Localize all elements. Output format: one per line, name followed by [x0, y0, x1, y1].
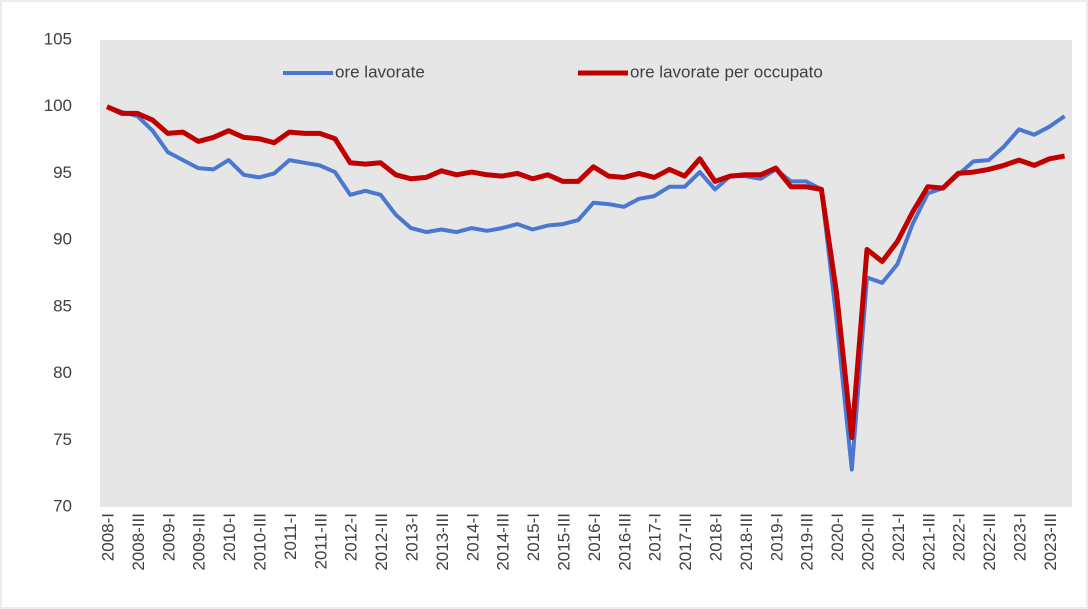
- x-tick-label: 2011-III: [311, 513, 330, 569]
- y-tick-label: 90: [53, 230, 72, 249]
- x-tick-label: 2015-I: [524, 513, 543, 561]
- x-tick-label: 2012-III: [372, 513, 391, 571]
- plot-area: [100, 40, 1072, 507]
- x-tick-label: 2022-III: [980, 513, 999, 571]
- x-tick-label: 2008-I: [98, 513, 117, 561]
- x-tick-label: 2016-I: [585, 513, 604, 561]
- y-tick-label: 95: [53, 163, 72, 182]
- legend-label: ore lavorate per occupato: [630, 62, 823, 81]
- x-tick-label: 2012-I: [342, 513, 361, 561]
- x-tick-label: 2020-I: [828, 513, 847, 561]
- x-tick-label: 2009-III: [190, 513, 209, 571]
- series-line: [105, 104, 1066, 441]
- x-tick-label: 2023-I: [1010, 513, 1029, 561]
- x-tick-label: 2013-I: [402, 513, 421, 561]
- x-tick-label: 2010-I: [220, 513, 239, 561]
- x-tick-label: 2023-III: [1041, 513, 1060, 571]
- y-tick-label: 85: [53, 296, 72, 315]
- x-tick-label: 2014-I: [463, 513, 482, 561]
- y-tick-label: 75: [53, 430, 72, 449]
- x-tick-label: 2022-I: [950, 513, 969, 561]
- x-tick-label: 2013-III: [433, 513, 452, 571]
- y-tick-label: 70: [53, 496, 72, 515]
- x-tick-label: 2016-III: [615, 513, 634, 571]
- x-tick-label: 2020-III: [858, 513, 877, 571]
- x-tick-label: 2010-III: [250, 513, 269, 571]
- y-tick-label: 100: [44, 96, 72, 115]
- x-tick-label: 2018-I: [706, 513, 725, 561]
- x-tick-label: 2021-III: [919, 513, 938, 571]
- x-tick-label: 2008-III: [129, 513, 148, 571]
- x-tick-label: 2019-III: [798, 513, 817, 571]
- series-line: [106, 104, 1066, 472]
- x-tick-label: 2017-I: [646, 513, 665, 561]
- x-tick-label: 2015-III: [554, 513, 573, 571]
- y-tick-label: 80: [53, 363, 72, 382]
- x-tick-label: 2017-III: [676, 513, 695, 571]
- x-tick-label: 2021-I: [889, 513, 908, 561]
- x-tick-label: 2009-I: [159, 513, 178, 561]
- legend-label: ore lavorate: [335, 62, 425, 81]
- x-tick-label: 2019-I: [767, 513, 786, 561]
- x-tick-label: 2014-III: [494, 513, 513, 571]
- y-tick-label: 105: [44, 29, 72, 48]
- x-tick-label: 2011-I: [281, 513, 300, 560]
- x-tick-label: 2018-III: [737, 513, 756, 571]
